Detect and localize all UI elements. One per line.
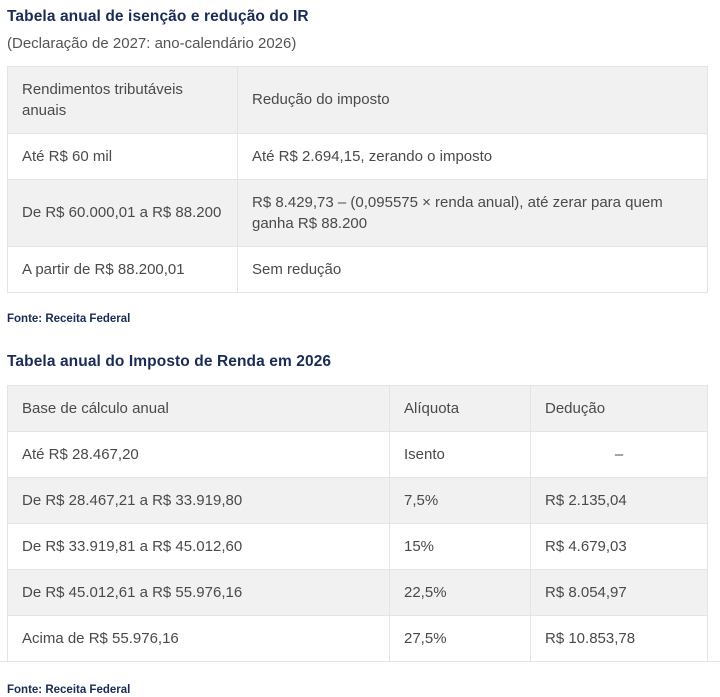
table-cell: 22,5% — [389, 568, 531, 616]
table-cell: R$ 8.429,73 – (0,095575 × renda anual), … — [237, 178, 708, 247]
table-row: Até R$ 28.467,20 Isento – — [7, 430, 708, 478]
column-header: Alíquota — [389, 384, 531, 432]
annual-income-tax-table: Base de cálculo anual Alíquota Dedução Até … — [7, 384, 708, 662]
table-cell: R$ 8.054,97 — [530, 568, 708, 616]
table-row: A partir de R$ 88.200,01 Sem redução — [7, 245, 708, 293]
exemption-reduction-table: Rendimentos tributáveis anuais Redução do… — [7, 65, 708, 293]
table-row: De R$ 33.919,81 a R$ 45.012,60 15% R$ 4.67… — [7, 522, 708, 570]
table-cell: Até R$ 60 mil — [7, 132, 238, 180]
table-cell: 7,5% — [389, 476, 531, 524]
table-cell: R$ 10.853,78 — [530, 614, 708, 662]
table-cell: Até R$ 28.467,20 — [7, 430, 390, 478]
table-cell: – — [530, 430, 708, 478]
table-cell: De R$ 33.919,81 a R$ 45.012,60 — [7, 522, 390, 570]
table-cell: R$ 4.679,03 — [530, 522, 708, 570]
table-header-row: Rendimentos tributáveis anuais Redução do… — [7, 65, 708, 134]
table-row: De R$ 45.012,61 a R$ 55.976,16 22,5% R$ 8.… — [7, 568, 708, 616]
column-header: Dedução — [530, 384, 708, 432]
table-cell: Até R$ 2.694,15, zerando o imposto — [237, 132, 708, 180]
table-cell: R$ 2.135,04 — [530, 476, 708, 524]
column-header: Rendimentos tributáveis anuais — [7, 65, 238, 134]
table-cell: Isento — [389, 430, 531, 478]
table-cell: Acima de R$ 55.976,16 — [7, 614, 390, 662]
income-tax-table-title: Tabela anual do Imposto de Renda em 2026 — [7, 353, 332, 371]
table-cell: De R$ 60.000,01 a R$ 88.200 — [7, 178, 238, 247]
section-exemption-reduction: Tabela anual de isenção e redução do IR … — [7, 7, 708, 326]
exemption-table-title: Tabela anual de isenção e redução do IR — [7, 8, 309, 25]
table-cell: A partir de R$ 88.200,01 — [7, 245, 238, 293]
source-note: Fonte: Receita Federal — [7, 312, 131, 325]
exemption-table-subtitle: (Declaração de 2027: ano-calendário 2026… — [7, 35, 297, 53]
table-cell: 27,5% — [389, 614, 531, 662]
table-cell: 15% — [389, 522, 531, 570]
table-row: Acima de R$ 55.976,16 27,5% R$ 10.853,78 — [7, 614, 708, 662]
table-header-row: Base de cálculo anual Alíquota Dedução — [7, 384, 708, 432]
table-cell: De R$ 45.012,61 a R$ 55.976,16 — [7, 568, 390, 616]
bottom-divider — [0, 661, 720, 662]
table-cell: De R$ 28.467,21 a R$ 33.919,80 — [7, 476, 390, 524]
table-cell: Sem redução — [237, 245, 708, 293]
section-annual-income-tax: Tabela anual do Imposto de Renda em 2026… — [7, 352, 708, 697]
table-row: De R$ 28.467,21 a R$ 33.919,80 7,5% R$ 2.1… — [7, 476, 708, 524]
table-row: De R$ 60.000,01 a R$ 88.200 R$ 8.429,73 –… — [7, 178, 708, 247]
column-header: Base de cálculo anual — [7, 384, 390, 432]
source-note: Fonte: Receita Federal — [7, 683, 131, 696]
table-row: Até R$ 60 mil Até R$ 2.694,15, zerando o … — [7, 132, 708, 180]
column-header: Redução do imposto — [237, 65, 708, 134]
